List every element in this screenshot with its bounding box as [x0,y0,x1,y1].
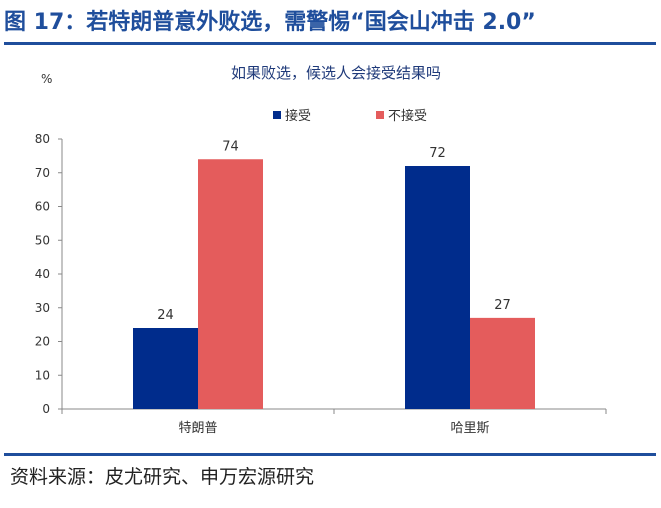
y-tick-label: 0 [42,402,50,416]
bar [405,166,470,409]
legend-label: 接受 [285,108,311,124]
y-axis-unit: % [41,72,52,86]
data-label: 24 [157,308,174,323]
data-label: 27 [494,298,511,313]
y-tick-label: 30 [35,301,50,315]
data-label: 72 [429,146,446,161]
y-tick-label: 10 [35,368,50,382]
x-tick-label: 特朗普 [178,421,217,436]
figure-title: 图 17：若特朗普意外败选，需警惕“国会山冲击 2.0” [4,10,536,35]
y-tick-label: 40 [35,267,50,281]
x-tick-label: 哈里斯 [450,421,489,436]
bars: 24 72 74 27 [133,139,535,409]
legend: 接受 不接受 [273,108,427,124]
bar [198,159,263,409]
legend-swatch [273,111,281,119]
bar [133,328,198,409]
source-note: 资料来源：皮尤研究、申万宏源研究 [10,466,315,488]
legend-label: 不接受 [388,108,427,124]
y-tick-label: 20 [35,335,50,349]
y-tick-label: 80 [35,132,50,146]
legend-swatch [376,111,384,119]
title-divider [4,42,656,45]
source-divider [4,453,656,456]
y-tick-label: 50 [35,233,50,247]
bar [470,317,535,409]
chart-title: 如果败选，候选人会接受结果吗 [231,64,441,82]
bar-chart: 如果败选，候选人会接受结果吗 % 0 10 20 30 40 50 60 70 80 特朗普 哈里斯… [35,64,607,436]
data-label: 74 [222,139,239,154]
y-tick-label: 70 [35,166,50,180]
y-tick-label: 60 [35,200,50,214]
